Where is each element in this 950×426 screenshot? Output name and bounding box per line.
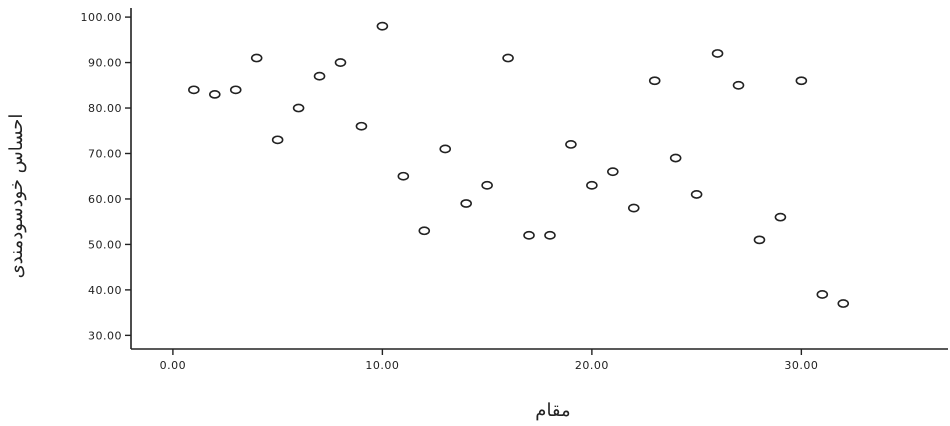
data-point: [292, 103, 305, 113]
y-tick-label: 60.00: [88, 193, 122, 206]
y-tick-label: 100.00: [81, 11, 123, 24]
data-point: [229, 85, 242, 95]
data-point: [669, 153, 682, 163]
data-point: [271, 135, 284, 145]
data-point: [481, 180, 493, 190]
y-axis-ticks: 30.00 40.00 50.00 60.00 70.00 80.00 90.00 100.0…: [81, 11, 131, 342]
data-points: [188, 21, 850, 308]
data-point: [837, 299, 850, 308]
data-point: [397, 171, 410, 181]
data-point: [586, 180, 598, 190]
y-tick-label: 80.00: [88, 102, 122, 115]
data-point: [208, 89, 221, 99]
data-point: [460, 199, 472, 208]
y-tick-label: 70.00: [88, 147, 122, 160]
data-point: [523, 230, 535, 240]
x-tick-label: 30.00: [784, 359, 818, 372]
data-point: [334, 58, 347, 67]
data-point: [565, 139, 577, 149]
data-point: [607, 167, 619, 177]
data-point: [376, 21, 389, 31]
data-point: [753, 235, 766, 245]
x-axis-ticks: 0.00 10.00 20.00 30.00: [160, 349, 818, 372]
data-point: [418, 226, 431, 236]
x-axis-title: مقام: [535, 400, 570, 421]
data-point: [439, 144, 452, 154]
y-tick-label: 90.00: [88, 57, 122, 70]
data-point: [690, 190, 703, 199]
data-point: [250, 53, 263, 63]
data-point: [188, 85, 200, 95]
data-point: [795, 76, 808, 86]
data-point: [313, 71, 326, 81]
x-tick-label: 0.00: [160, 359, 187, 372]
data-point: [502, 53, 514, 63]
x-tick-label: 10.00: [365, 359, 399, 372]
data-point: [648, 76, 661, 86]
data-point: [816, 290, 829, 299]
y-tick-label: 40.00: [88, 284, 122, 297]
data-point: [774, 212, 787, 222]
data-point: [355, 121, 368, 131]
y-tick-label: 30.00: [88, 329, 122, 342]
data-point: [732, 80, 745, 90]
x-tick-label: 20.00: [575, 359, 609, 372]
y-tick-label: 50.00: [88, 238, 122, 251]
y-axis-title: احساس خودسودمندی: [6, 114, 27, 279]
axes: [130, 8, 948, 350]
data-point: [544, 230, 556, 240]
data-point: [711, 49, 724, 58]
data-point: [627, 203, 640, 213]
